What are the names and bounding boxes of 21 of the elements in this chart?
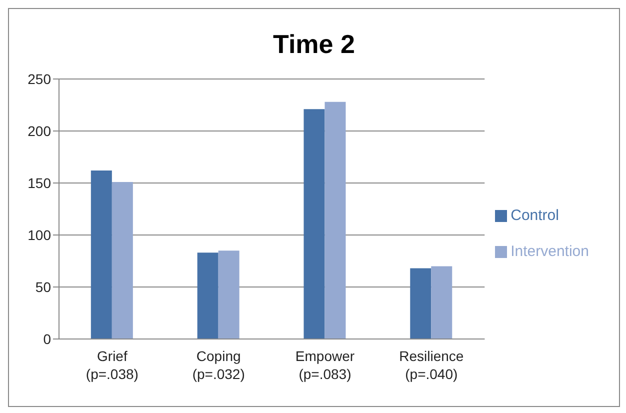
bar	[410, 268, 432, 339]
bar	[431, 266, 452, 339]
bar	[304, 109, 325, 339]
y-tick-label: 150	[28, 174, 52, 191]
bar	[197, 252, 218, 339]
y-tick-label: 50	[35, 278, 52, 295]
bar	[90, 170, 112, 339]
y-tick-label: 200	[28, 122, 52, 139]
chart-title: Time 2	[272, 28, 356, 61]
bar	[218, 250, 240, 339]
y-tick-label: 100	[28, 226, 52, 243]
x-tick-label: Resilience (p=.040)	[399, 348, 464, 382]
bar	[112, 182, 133, 339]
legend-label: Intervention	[510, 243, 589, 260]
y-tick-label: 0	[43, 330, 52, 347]
legend-label: Control	[510, 207, 559, 224]
x-tick-label: Empower (p=.083)	[295, 348, 355, 382]
x-tick-label: Coping (p=.032)	[192, 348, 245, 382]
x-tick-label: Grief (p=.038)	[86, 348, 138, 382]
y-tick-label: 250	[28, 70, 52, 87]
bar	[324, 102, 346, 339]
